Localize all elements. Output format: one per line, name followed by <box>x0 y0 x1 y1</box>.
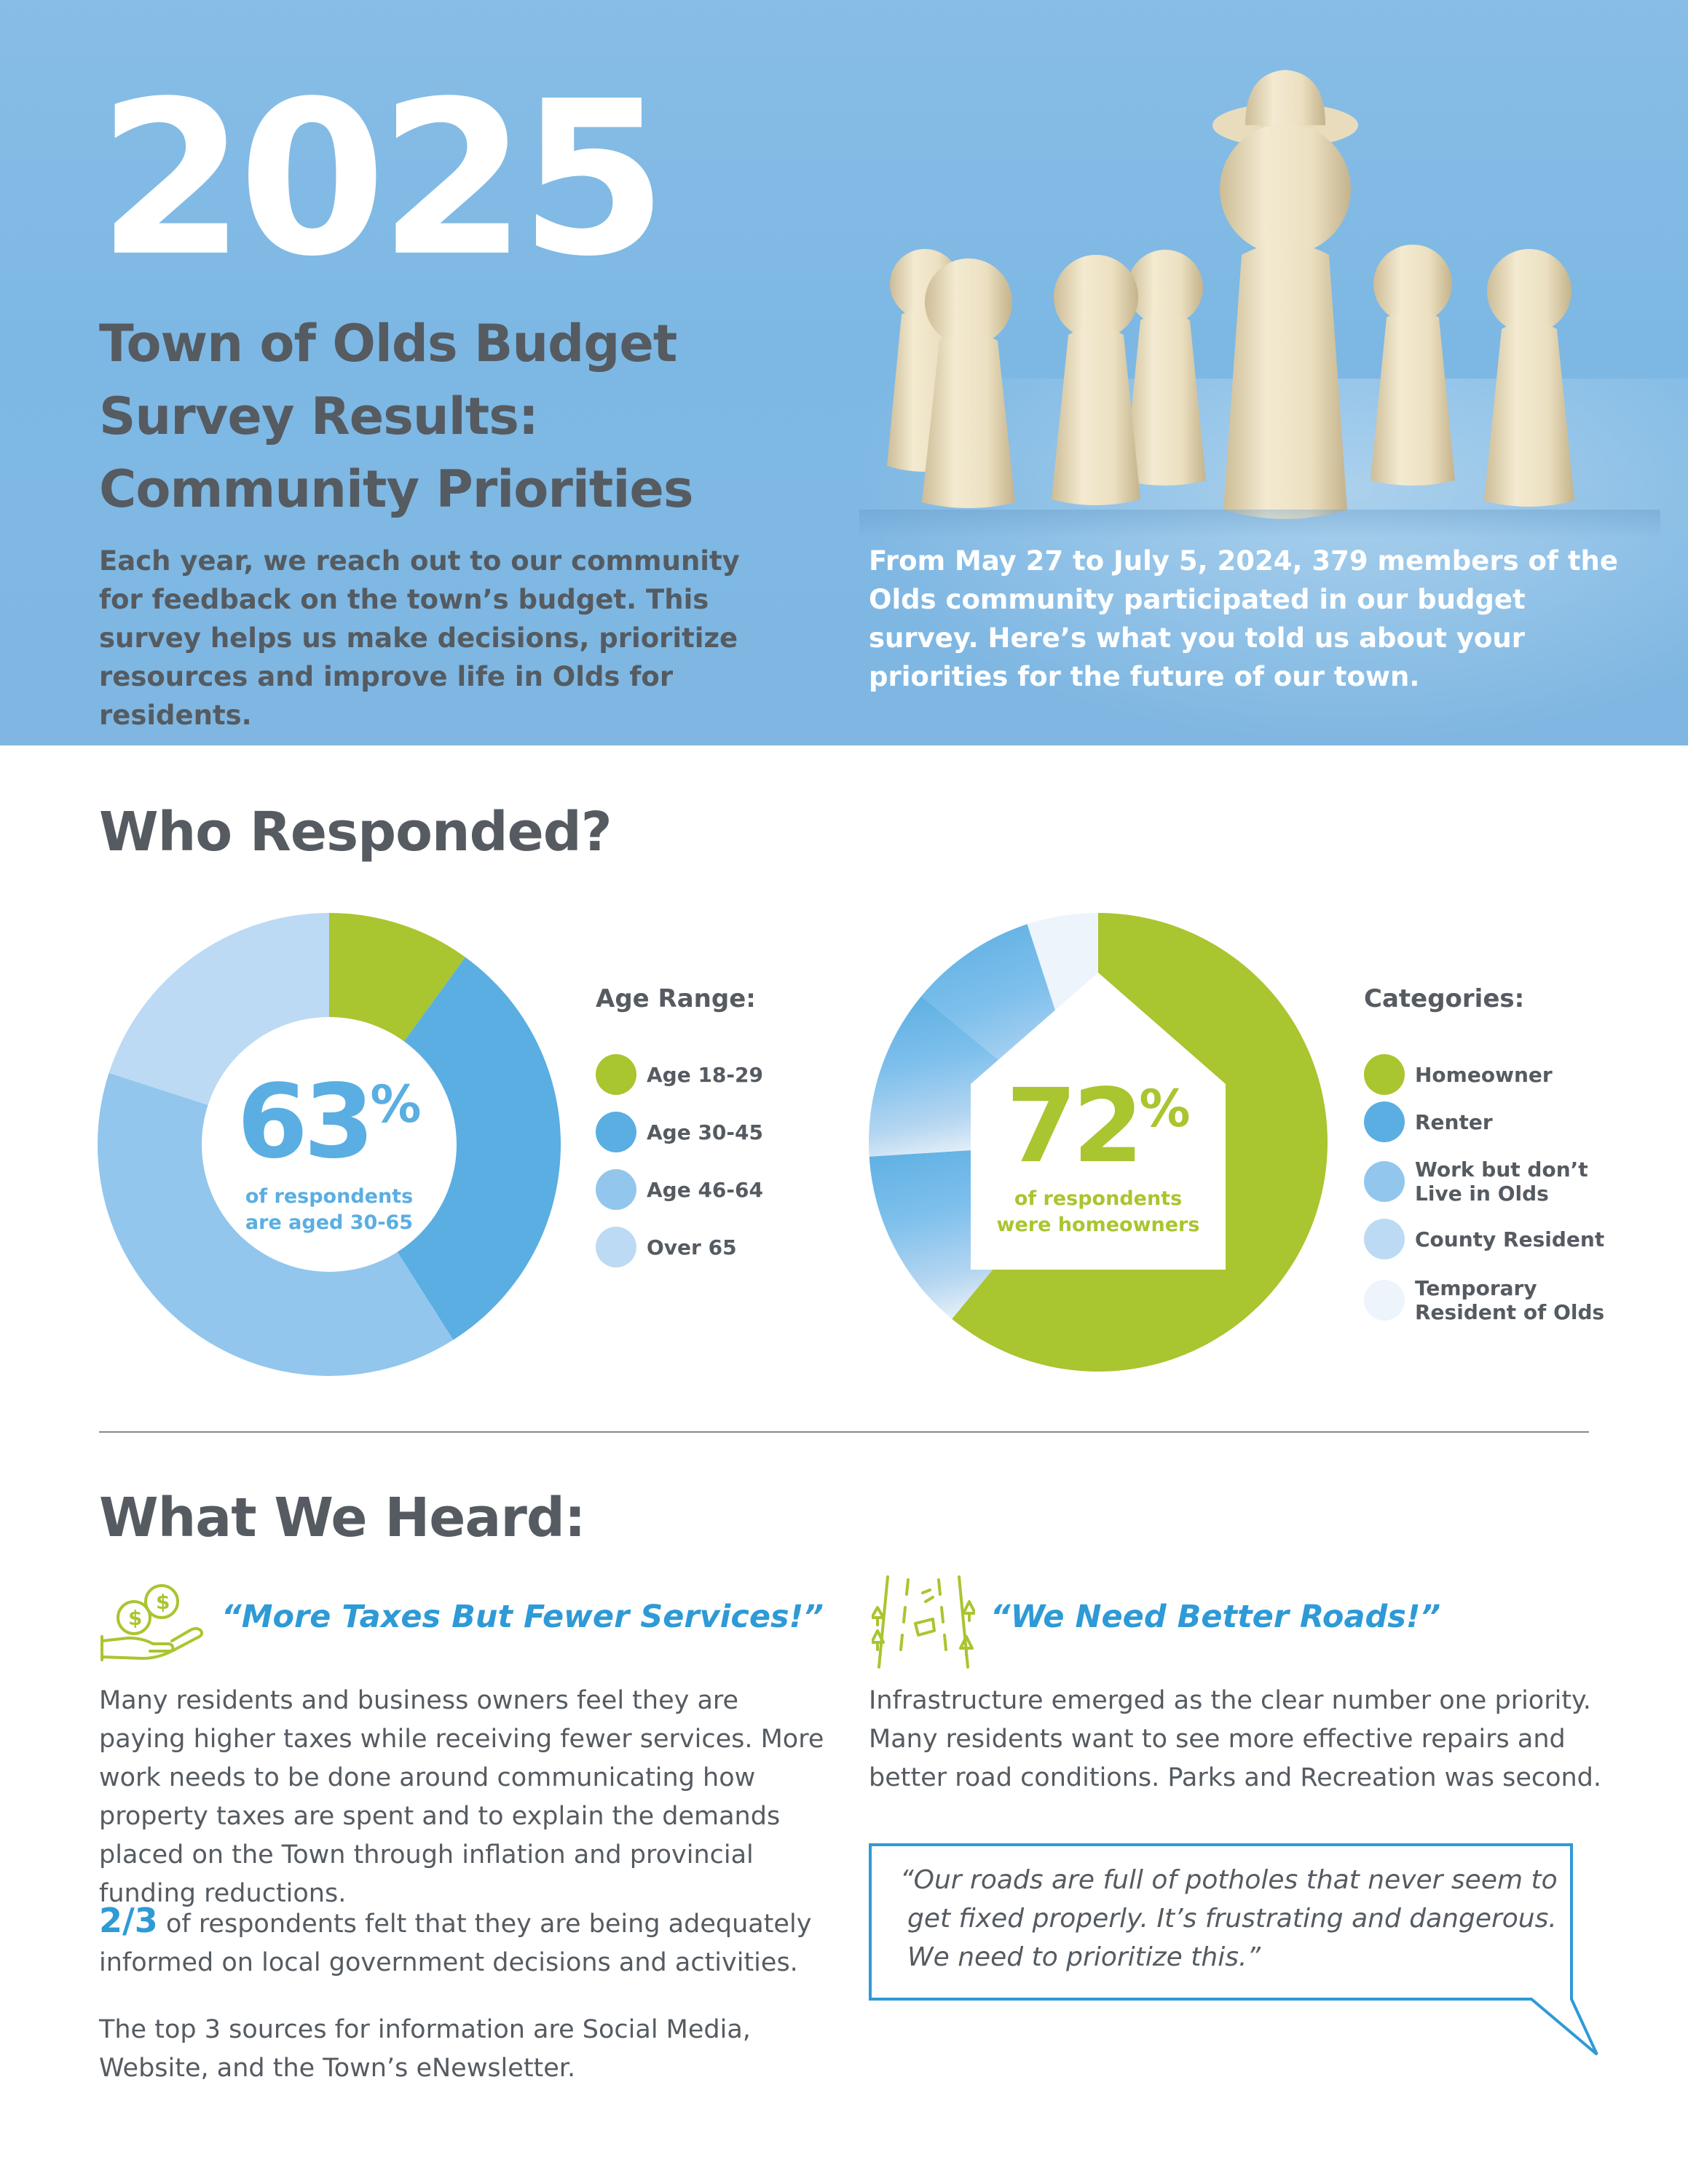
quote-speech-bubble <box>869 1843 1598 2056</box>
legend-line: Live in Olds <box>1415 1182 1549 1206</box>
intro-left-paragraph: Each year, we reach out to our community… <box>99 545 740 731</box>
taxes-quote-title: “More Taxes But Fewer Services!” <box>221 1599 824 1635</box>
peg-figure <box>1484 249 1574 507</box>
legend-line: Homeowner <box>1415 1062 1553 1087</box>
category-chart-center: 72% of respondents were homeowners <box>869 913 1328 1372</box>
legend-line: County Resident <box>1415 1227 1605 1251</box>
legend-swatch <box>1364 1054 1405 1095</box>
intro-text: members of the Olds community participat… <box>869 545 1618 692</box>
svg-text:$: $ <box>156 1590 170 1614</box>
participant-count: 379 <box>1312 545 1368 577</box>
resident-quote: “Our roads are full of potholes that nev… <box>900 1861 1570 1977</box>
legend-swatch <box>1364 1219 1405 1259</box>
age-legend-label: Age 18-29 <box>647 1062 764 1087</box>
age-legend-label: Over 65 <box>647 1235 737 1259</box>
category-legend-title: Categories: <box>1364 984 1525 1013</box>
roads-paragraph: Infrastructure emerged as the clear numb… <box>869 1686 1602 1792</box>
house-shape <box>971 973 1226 1270</box>
wooden-peg-people-illustration <box>859 70 1660 539</box>
peg-figure <box>1370 245 1455 486</box>
legend-swatch <box>1364 1280 1405 1321</box>
homeowner-caption-line: were homeowners <box>996 1214 1200 1236</box>
category-legend-label: Work but don’t Live in Olds <box>1415 1158 1588 1206</box>
category-legend-label: Renter <box>1415 1110 1493 1134</box>
informed-paragraph: 2/3 of respondents felt that they are be… <box>99 1902 827 1982</box>
age-legend-item: Age 30-45 <box>596 1112 763 1152</box>
hero-banner: 2025 Town of Olds Budget Survey Results:… <box>0 0 1688 745</box>
age-legend-item: Age 18-29 <box>596 1054 763 1095</box>
sources-paragraph: The top 3 sources for information are So… <box>99 2015 751 2083</box>
intro-text: to <box>1063 545 1114 577</box>
category-legend-item: Temporary Resident of Olds <box>1364 1276 1604 1324</box>
age-legend-title: Age Range: <box>596 984 756 1013</box>
survey-end-date: July 5, 2024 <box>1113 545 1293 577</box>
age-range-donut-chart <box>98 913 561 1376</box>
age-legend-item: Over 65 <box>596 1227 737 1267</box>
percent-sign: % <box>1139 1079 1191 1139</box>
homeowner-big-percent: 72% <box>869 1076 1328 1178</box>
informed-text: of respondents felt that they are being … <box>99 1910 812 1977</box>
category-legend-item: County Resident <box>1364 1219 1604 1259</box>
age-chart-center: 63% of respondents are aged 30-65 <box>98 913 561 1376</box>
intro-text: From <box>869 545 955 577</box>
road-trees-icon <box>872 1575 975 1669</box>
section-divider <box>99 1431 1589 1433</box>
age-caption-line: of respondents <box>245 1185 414 1208</box>
taxes-paragraph: Many residents and business owners feel … <box>99 1686 824 1908</box>
quote-line: We need to prioritize this.” <box>907 1942 1261 1972</box>
category-legend-item: Renter <box>1364 1101 1493 1142</box>
category-legend-item: Work but don’t Live in Olds <box>1364 1158 1588 1206</box>
peg-figure <box>1052 255 1140 505</box>
svg-text:$: $ <box>128 1606 142 1630</box>
roads-quote-title: “We Need Better Roads!” <box>990 1599 1441 1635</box>
survey-start-date: May 27 <box>955 545 1064 577</box>
age-legend-item: Age 46-64 <box>596 1169 763 1210</box>
percent-sign: % <box>370 1075 422 1134</box>
donut-hole <box>202 1017 457 1272</box>
legend-swatch <box>596 1112 636 1152</box>
age-legend-label: Age 46-64 <box>647 1177 764 1202</box>
peg-figure <box>1124 250 1206 486</box>
title-line-2: Survey Results: <box>99 387 539 446</box>
category-legend-label: Homeowner <box>1415 1063 1553 1087</box>
age-percent-value: 63 <box>237 1063 375 1182</box>
intro-right-paragraph: From May 27 to July 5, 2024, 379 members… <box>869 542 1619 696</box>
title-line-3: Community Priorities <box>99 459 694 519</box>
homeowner-caption-line: of respondents <box>1014 1187 1183 1210</box>
homeowner-percent-value: 72 <box>1006 1067 1144 1186</box>
legend-swatch <box>596 1227 636 1267</box>
peg-figure-with-hat <box>1212 70 1358 519</box>
legend-swatch <box>596 1169 636 1210</box>
age-caption: of respondents are aged 30-65 <box>98 1184 561 1236</box>
respondent-category-pie-chart <box>869 913 1328 1372</box>
age-big-percent: 63% <box>98 1072 561 1174</box>
category-legend-label: County Resident <box>1415 1227 1604 1251</box>
who-responded-heading: Who Responded? <box>99 801 612 863</box>
category-legend-item: Homeowner <box>1364 1054 1553 1095</box>
what-we-heard-heading: What We Heard: <box>99 1487 585 1549</box>
quote-line: “Our roads are full of potholes that nev… <box>900 1865 1558 1895</box>
quote-line: get fixed properly. It’s frustrating and… <box>907 1904 1557 1934</box>
legend-line: Temporary <box>1415 1276 1537 1300</box>
legend-line: Renter <box>1415 1109 1493 1134</box>
peg-figure <box>922 258 1015 508</box>
homeowner-caption: of respondents were homeowners <box>869 1186 1328 1238</box>
legend-swatch <box>1364 1101 1405 1142</box>
fraction-highlight: 2/3 <box>99 1901 158 1940</box>
intro-text: , <box>1292 545 1312 577</box>
money-hand-icon: $ $ <box>100 1584 204 1661</box>
title-line-1: Town of Olds Budget <box>99 314 677 373</box>
legend-line: Resident of Olds <box>1415 1300 1605 1324</box>
category-legend-label: Temporary Resident of Olds <box>1415 1276 1604 1324</box>
year-heading: 2025 <box>98 55 668 303</box>
legend-swatch <box>596 1054 636 1095</box>
legend-swatch <box>1364 1161 1405 1202</box>
legend-line: Work but don’t <box>1415 1158 1588 1182</box>
age-legend-label: Age 30-45 <box>647 1120 764 1144</box>
age-caption-line: are aged 30-65 <box>245 1211 414 1234</box>
page-title: Town of Olds Budget Survey Results: Comm… <box>99 307 754 526</box>
